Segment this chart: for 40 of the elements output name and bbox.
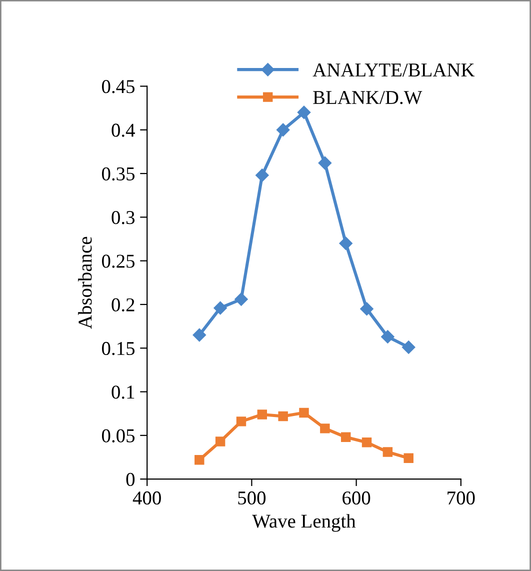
point [362, 438, 372, 448]
x-tick-label: 600 [342, 491, 370, 505]
y-tick-label: 0.3 [112, 210, 135, 224]
point [236, 416, 246, 426]
y-tick-label: 0 [126, 472, 135, 486]
point [340, 432, 351, 442]
point [299, 408, 309, 418]
point [320, 424, 330, 434]
y-tick-label: 0.4 [112, 124, 135, 137]
point [215, 436, 226, 446]
point [256, 168, 269, 182]
point [257, 410, 268, 420]
y-tick-label: 0.2 [112, 298, 134, 312]
point [360, 302, 374, 316]
y-axis-title: Absorbance [78, 236, 92, 329]
y-tick-label: 0.35 [102, 167, 135, 181]
point [339, 236, 352, 250]
legend-label: ANALYTE/BLANK [312, 64, 475, 77]
point [234, 292, 248, 306]
point [318, 156, 332, 170]
point [214, 301, 227, 315]
point [404, 453, 414, 463]
x-tick-label: 400 [132, 491, 161, 505]
x-tick-label: 500 [238, 491, 266, 505]
y-tick-label: 0.25 [102, 254, 135, 268]
y-tick-label: 0.45 [102, 80, 135, 94]
y-tick-label: 0.15 [102, 342, 135, 356]
point [402, 340, 416, 354]
point [194, 455, 204, 465]
x-tick-label: 700 [448, 491, 475, 505]
y-tick-label: 0.05 [102, 429, 135, 442]
y-tick-label: 0.1 [112, 386, 134, 399]
point [381, 330, 394, 344]
point [192, 328, 206, 342]
legend-label: BLANK/D.W [313, 91, 422, 104]
point [278, 411, 288, 422]
point [297, 106, 311, 119]
point [382, 447, 393, 457]
point [276, 123, 290, 136]
x-axis-title: Wave Length [252, 514, 356, 532]
